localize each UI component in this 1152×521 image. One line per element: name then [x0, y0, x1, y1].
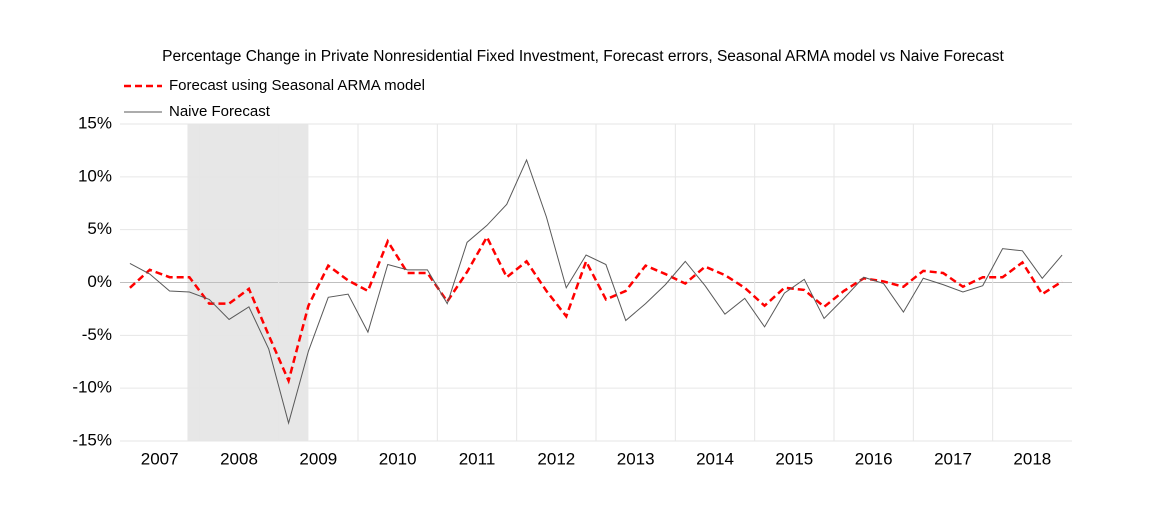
x-tick-label: 2011	[459, 449, 496, 468]
y-tick-label: -10%	[72, 378, 112, 397]
x-tick-label: 2018	[1013, 449, 1051, 468]
y-tick-label: -15%	[72, 430, 112, 449]
y-tick-label: 15%	[78, 113, 112, 132]
x-tick-label: 2015	[775, 449, 813, 468]
series-line	[129, 158, 1063, 425]
x-tick-label: 2013	[617, 449, 655, 468]
y-tick-label: 5%	[87, 219, 112, 238]
x-tick-label: 2012	[537, 449, 575, 468]
y-tick-label: -5%	[82, 325, 112, 344]
x-tick-label: 2016	[855, 449, 893, 468]
x-tick-label: 2017	[934, 449, 972, 468]
x-tick-label: 2014	[696, 449, 734, 468]
legend-label: Naive Forecast	[169, 103, 271, 120]
x-tick-label: 2009	[299, 449, 337, 468]
x-tick-label: 2010	[379, 449, 417, 468]
y-tick-label: 0%	[87, 272, 112, 291]
x-tick-label: 2008	[220, 449, 258, 468]
legend-label: Forecast using Seasonal ARMA model	[169, 77, 425, 94]
series-line	[129, 234, 1063, 385]
y-tick-label: 10%	[78, 166, 112, 185]
chart-title: Percentage Change in Private Nonresident…	[162, 48, 1004, 65]
x-tick-label: 2007	[141, 449, 179, 468]
